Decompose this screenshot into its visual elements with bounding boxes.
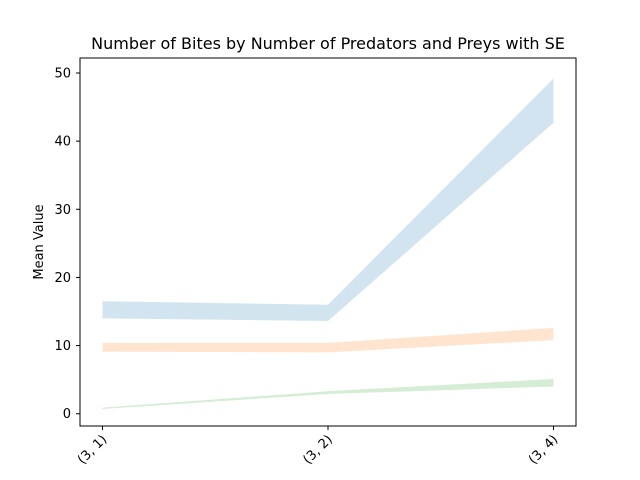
y-tick-label: 10 [54,339,71,354]
y-tick-label: 50 [54,66,71,81]
error-bands [102,78,554,409]
error-band-2 [102,327,554,353]
y-axis: 0 10 20 30 40 50 [54,66,80,422]
y-tick-label: 30 [54,203,71,218]
y-tick-label: 40 [54,135,71,150]
y-axis-label: Mean Value [32,204,47,279]
chart-title: Number of Bites by Number of Predators a… [91,34,565,53]
y-tick-label: 0 [63,407,71,422]
error-band-1 [102,78,554,322]
y-tick-label: 20 [54,271,71,286]
error-band-3 [102,378,554,409]
